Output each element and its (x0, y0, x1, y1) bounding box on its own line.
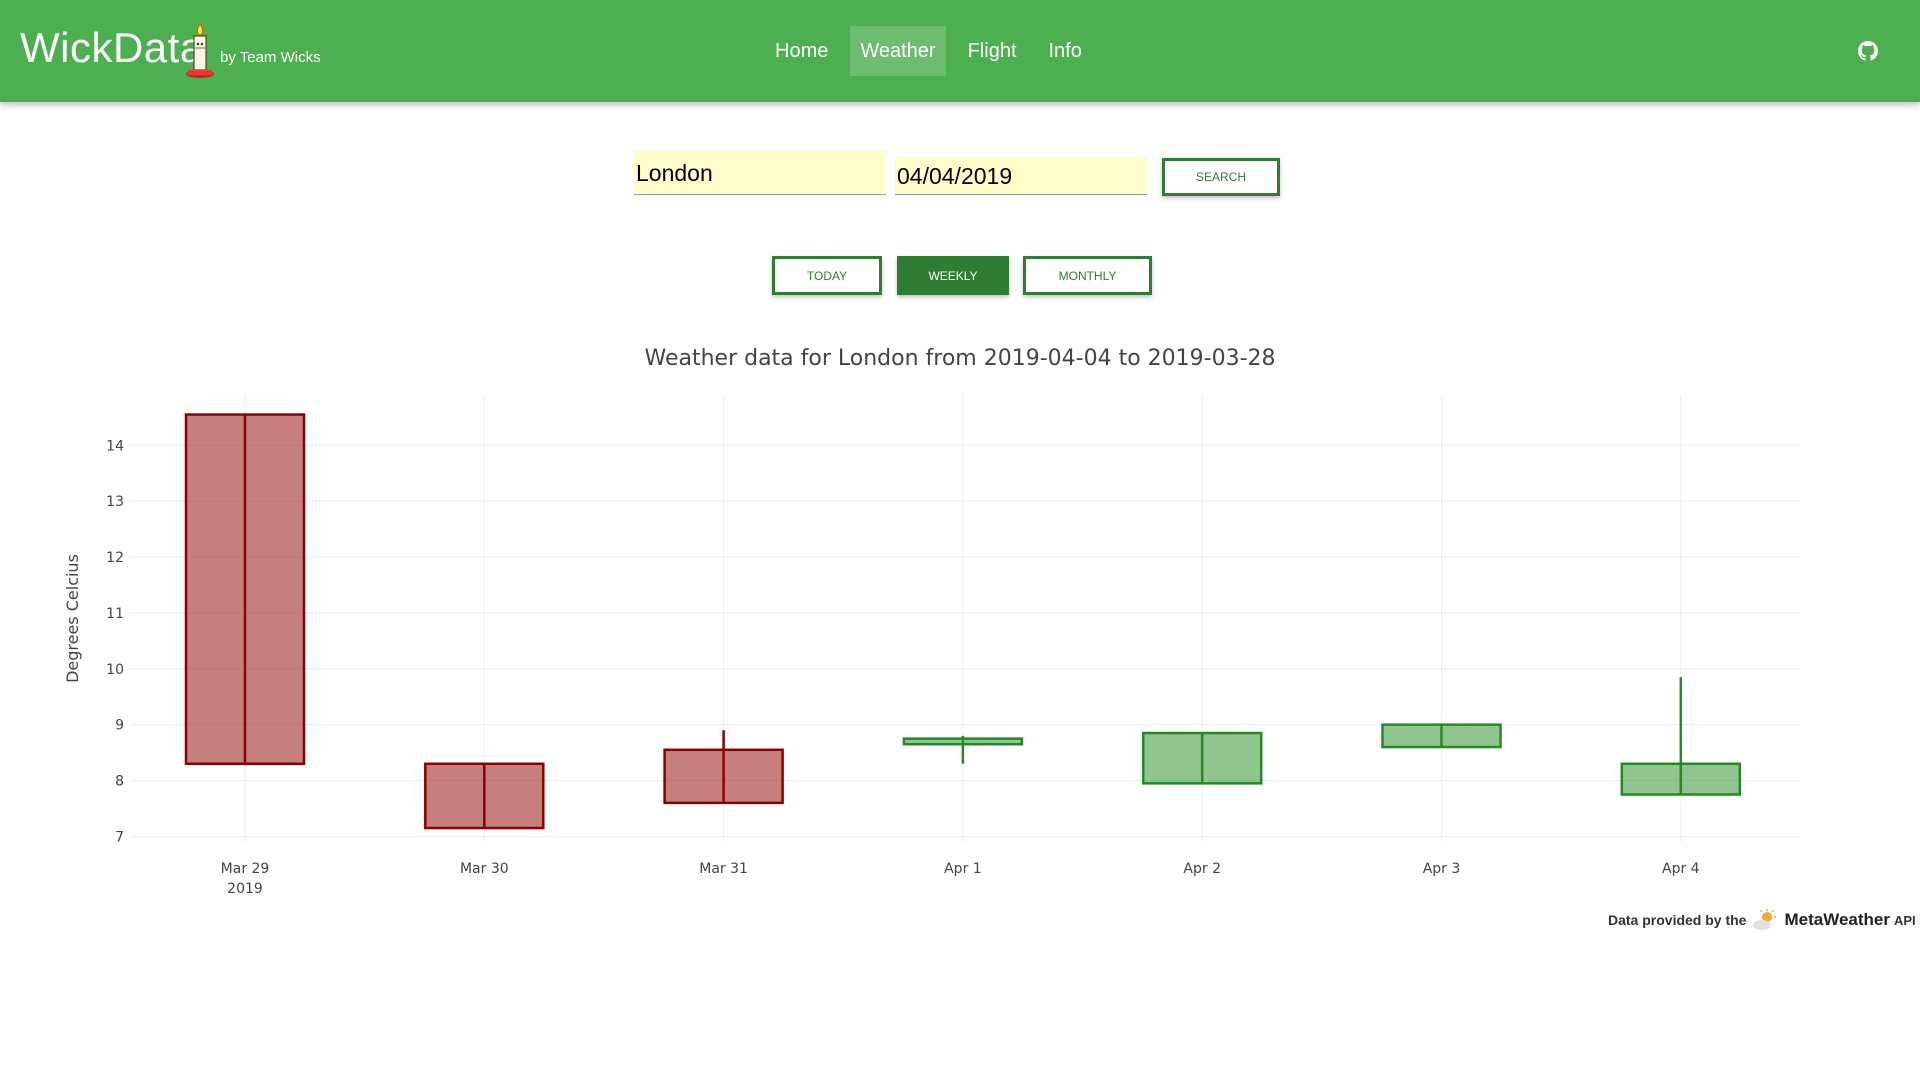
candle-body (1620, 762, 1742, 796)
candle-body (1141, 731, 1263, 785)
x-tick-label: Apr 1 (944, 861, 982, 877)
x-tick-label: Mar 29 (221, 861, 270, 877)
weekly-button[interactable]: WEEKLY (897, 256, 1009, 295)
weather-icon (1753, 909, 1777, 930)
credit-suffix: API (1893, 912, 1916, 928)
nav-weather[interactable]: Weather (850, 26, 946, 76)
monthly-button[interactable]: MONTHLY (1023, 256, 1152, 295)
nav-menu: Home Weather Flight Info (765, 26, 1104, 76)
y-tick-label: 11 (106, 606, 124, 622)
y-tick-label: 8 (115, 774, 124, 790)
today-button[interactable]: TODAY (772, 256, 882, 295)
y-axis-title: Degrees Celcius (63, 554, 82, 683)
y-tick-label: 7 (115, 829, 124, 845)
credit-provider[interactable]: MetaWeather (1784, 910, 1890, 929)
x-tick-label: Apr 4 (1662, 861, 1700, 877)
city-input[interactable] (634, 151, 886, 195)
x-tick-label: Apr 2 (1183, 861, 1221, 877)
candle-body (1381, 723, 1502, 749)
candle-body (424, 762, 545, 830)
candle-body (902, 737, 1024, 746)
search-button[interactable]: SEARCH (1162, 158, 1280, 196)
y-tick-label: 9 (115, 718, 124, 734)
chart-title: Weather data for London from 2019-04-04 … (644, 346, 1276, 371)
api-credit: Data provided by the MetaWeather API (1608, 909, 1916, 931)
x-tick-label: Mar 30 (460, 861, 509, 877)
date-input[interactable] (895, 157, 1147, 195)
candle-logo-icon (186, 23, 214, 78)
y-tick-label: 14 (106, 438, 124, 454)
x-tick-label: Mar 31 (699, 861, 748, 877)
candle-body (663, 748, 784, 805)
y-tick-label: 13 (106, 494, 124, 510)
x-tick-year-label: 2019 (227, 881, 263, 897)
nav-home[interactable]: Home (775, 40, 829, 62)
candle-body (184, 413, 306, 766)
github-icon[interactable] (1858, 41, 1878, 61)
navbar: WickData by Team Wicks Home Weather Flig… (0, 0, 1920, 102)
y-tick-label: 12 (106, 550, 124, 566)
brand-title[interactable]: WickData (20, 24, 204, 71)
nav-info[interactable]: Info (1048, 40, 1082, 62)
weather-candlestick-chart: 7 8 9 10 11 12 13 14 Mar 29 2019 Mar 30 Mar 31 Apr 1… (63, 395, 1800, 897)
y-tick-label: 10 (106, 662, 124, 678)
nav-flight[interactable]: Flight (967, 40, 1017, 62)
credit-prefix: Data provided by the (1608, 912, 1747, 928)
brand-subtitle: by Team Wicks (220, 49, 321, 66)
x-tick-label: Apr 3 (1423, 861, 1461, 877)
